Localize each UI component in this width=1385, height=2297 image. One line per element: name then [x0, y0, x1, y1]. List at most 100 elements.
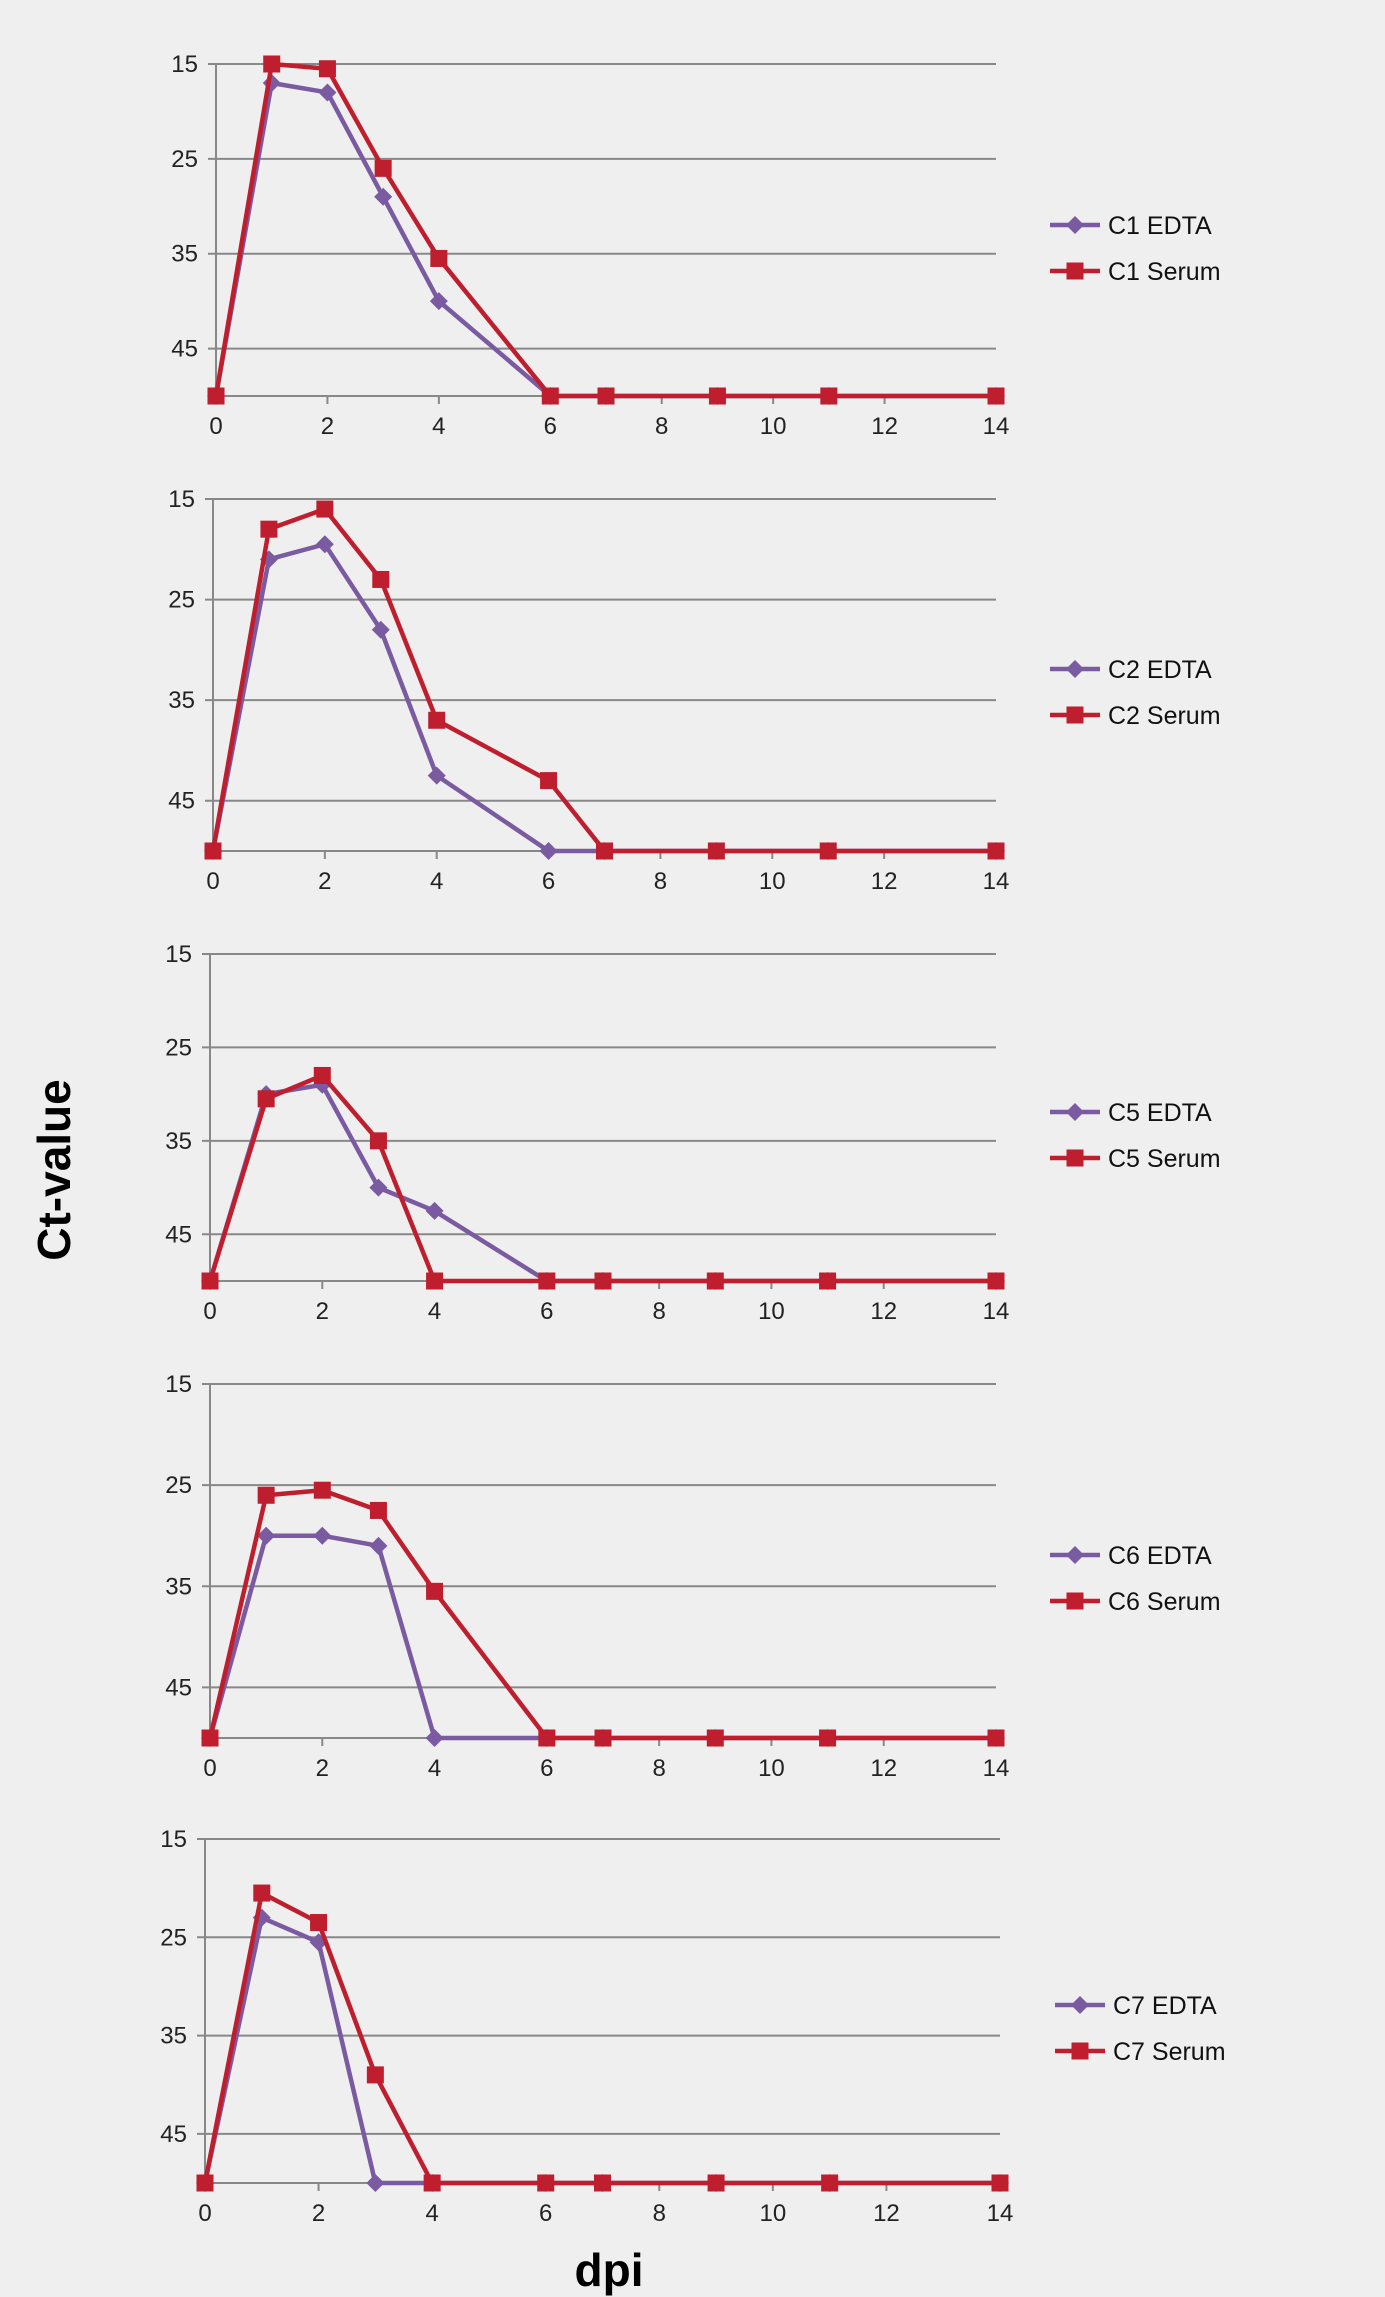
data-point — [597, 387, 615, 405]
data-point — [594, 1729, 612, 1747]
data-point — [706, 1272, 724, 1290]
y-tick-label: 35 — [168, 687, 195, 714]
data-point — [819, 842, 837, 860]
y-tick-label: 25 — [168, 587, 195, 614]
x-tick-label: 12 — [870, 1755, 897, 1782]
legend-marker — [1066, 1592, 1084, 1610]
x-tick-label: 12 — [871, 413, 898, 440]
data-point — [429, 292, 448, 311]
x-tick-label: 6 — [540, 1755, 553, 1782]
x-axis-label: dpi — [574, 2244, 644, 2296]
x-tick-label: 0 — [198, 2200, 211, 2227]
x-tick-label: 0 — [203, 1298, 216, 1325]
data-point — [366, 2066, 384, 2084]
y-tick-label: 15 — [165, 1371, 192, 1398]
data-point — [257, 1486, 275, 1504]
y-tick-label: 25 — [171, 146, 198, 173]
data-point — [426, 1582, 444, 1600]
data-point — [315, 535, 334, 554]
legend-marker — [1071, 1996, 1089, 2014]
data-point — [257, 1090, 275, 1108]
data-point — [207, 387, 225, 405]
series-line — [213, 61, 996, 399]
x-tick-label: 10 — [758, 1298, 785, 1325]
x-tick-label: 10 — [760, 413, 787, 440]
legend-marker — [1066, 216, 1084, 234]
x-tick-label: 14 — [983, 1755, 1010, 1782]
data-point — [820, 387, 838, 405]
x-tick-label: 12 — [870, 1298, 897, 1325]
x-tick-label: 14 — [987, 2200, 1014, 2227]
y-tick-label: 35 — [165, 1128, 192, 1155]
data-point — [540, 772, 558, 790]
x-tick-label: 8 — [655, 413, 668, 440]
legend-label: C7 EDTA — [1113, 1992, 1217, 2020]
legend-label: C5 EDTA — [1108, 1099, 1212, 1127]
x-tick-label: 8 — [652, 1298, 665, 1325]
y-tick-label: 45 — [171, 336, 198, 363]
data-point — [987, 842, 1005, 860]
series-line — [202, 1915, 1000, 2186]
chart-panel-4: 15 25 35 45 0 2 4 6 8 10 12 14 C6 EDTA C6 Serum — [165, 1371, 1220, 1782]
data-point — [538, 1729, 556, 1747]
data-point — [707, 2174, 725, 2192]
y-tick-label: 35 — [171, 241, 198, 268]
data-point — [374, 159, 392, 177]
series-line — [210, 506, 996, 854]
data-point — [819, 1729, 837, 1747]
data-point — [372, 570, 390, 588]
legend-marker — [1066, 262, 1084, 280]
y-tick-label: 45 — [165, 1221, 192, 1248]
series-line — [202, 1890, 1000, 2186]
x-tick-label: 0 — [209, 413, 222, 440]
y-tick-label: 15 — [171, 51, 198, 78]
data-point — [201, 1729, 219, 1747]
data-point — [310, 1914, 328, 1932]
x-tick-label: 14 — [983, 868, 1010, 895]
data-point — [596, 842, 613, 860]
data-point — [594, 2174, 611, 2192]
x-tick-label: 4 — [428, 1755, 441, 1782]
y-tick-label: 35 — [160, 2023, 187, 2050]
data-point — [541, 387, 559, 405]
x-tick-label: 6 — [544, 413, 557, 440]
x-tick-label: 0 — [203, 1755, 216, 1782]
data-point — [428, 711, 446, 729]
data-point — [706, 1729, 724, 1747]
x-tick-label: 2 — [312, 2200, 325, 2227]
x-tick-label: 2 — [316, 1298, 329, 1325]
y-tick-label: 15 — [168, 486, 195, 513]
data-point — [371, 620, 390, 639]
data-point — [316, 500, 334, 518]
data-point — [313, 1066, 331, 1084]
legend-marker — [1066, 1149, 1084, 1167]
x-tick-label: 12 — [873, 2200, 900, 2227]
x-tick-label: 0 — [206, 868, 219, 895]
chart-panel-2: 15 25 35 45 0 2 4 6 8 10 12 14 C2 EDTA C2 Serum — [168, 486, 1220, 895]
data-point — [427, 766, 446, 785]
series-line — [207, 1082, 996, 1284]
legend-marker — [1066, 1103, 1084, 1121]
legend-label: C1 Serum — [1108, 258, 1221, 286]
y-tick-label: 45 — [168, 788, 195, 815]
data-point — [821, 2174, 839, 2192]
data-point — [252, 1908, 271, 1927]
y-tick-label: 35 — [165, 1573, 192, 1600]
x-tick-label: 4 — [430, 868, 443, 895]
y-tick-label: 45 — [160, 2121, 187, 2148]
data-point — [369, 1178, 388, 1197]
x-tick-label: 8 — [652, 1755, 665, 1782]
data-point — [263, 55, 281, 73]
data-point — [991, 2174, 1009, 2192]
data-point — [708, 387, 726, 405]
legend-label: C7 Serum — [1113, 2038, 1226, 2066]
x-tick-label: 14 — [983, 413, 1010, 440]
data-point — [204, 842, 222, 860]
legend-label: C2 EDTA — [1108, 656, 1212, 684]
x-tick-label: 2 — [321, 413, 334, 440]
y-tick-label: 25 — [165, 1472, 192, 1499]
data-point — [196, 2174, 214, 2192]
series-line — [207, 1533, 996, 1741]
